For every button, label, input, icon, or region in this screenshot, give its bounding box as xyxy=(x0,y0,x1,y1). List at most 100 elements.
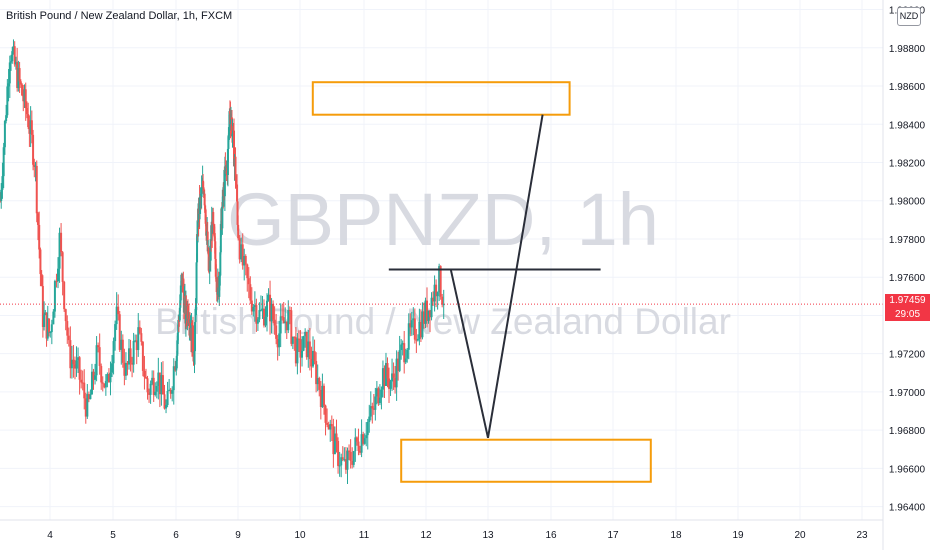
candle-body xyxy=(86,394,89,417)
candle-body xyxy=(407,323,410,350)
candle-body xyxy=(425,300,428,321)
candle-body xyxy=(249,284,252,301)
candle-body xyxy=(409,323,412,328)
candle-body xyxy=(218,275,221,297)
candle-body xyxy=(304,332,307,337)
candle-body xyxy=(72,359,75,365)
candle-body xyxy=(118,314,121,350)
candle-body xyxy=(197,208,200,237)
candle-body xyxy=(201,186,204,189)
candle-body xyxy=(160,375,163,395)
candle-body xyxy=(374,396,377,410)
x-tick-label: 23 xyxy=(856,530,868,541)
candle-body xyxy=(2,147,5,177)
candle-body xyxy=(388,378,391,389)
candle-body xyxy=(83,382,86,399)
candle-body xyxy=(231,133,234,137)
candle-body xyxy=(80,379,83,383)
candle-body xyxy=(337,441,340,466)
candle-body xyxy=(35,165,38,214)
candle-body xyxy=(224,165,227,172)
candle-body xyxy=(200,188,203,198)
candle-body xyxy=(115,306,118,325)
candles-layer xyxy=(0,39,445,485)
candle-body xyxy=(392,373,395,378)
candle-body xyxy=(141,341,144,371)
y-tick-label: 1.96600 xyxy=(889,464,926,475)
candle-body xyxy=(227,135,230,149)
candle-body xyxy=(69,340,72,369)
candle-body xyxy=(366,422,369,436)
candle-body xyxy=(204,209,207,224)
candle-body xyxy=(403,343,406,363)
candle-body xyxy=(221,206,224,229)
candle-body xyxy=(266,300,269,317)
candle-body xyxy=(92,371,95,380)
candle-body xyxy=(48,318,50,333)
candle-body xyxy=(297,338,300,340)
candle-body xyxy=(243,256,246,266)
candle-body xyxy=(195,262,198,304)
candle-body xyxy=(227,127,230,136)
candle-body xyxy=(27,114,30,128)
candle-body xyxy=(253,305,256,307)
x-tick-label: 19 xyxy=(732,530,744,541)
candle-body xyxy=(359,450,362,453)
candle-body xyxy=(332,426,335,455)
candle-body xyxy=(0,200,1,202)
candle-body xyxy=(191,325,194,353)
candle-body xyxy=(149,383,152,395)
candle-body xyxy=(214,258,217,277)
candle-body xyxy=(195,303,198,309)
candle-body xyxy=(175,355,178,362)
candle-body xyxy=(90,371,93,395)
candle-body xyxy=(45,312,48,339)
candle-body xyxy=(182,278,185,292)
candle-body xyxy=(111,363,114,373)
candle-body xyxy=(416,338,419,341)
candle-body xyxy=(61,252,64,282)
candle-body xyxy=(18,68,21,82)
candle-body xyxy=(406,349,409,359)
candle-body xyxy=(234,156,237,181)
candle-body xyxy=(230,117,233,137)
candle-body xyxy=(275,325,278,339)
currency-badge[interactable]: NZD xyxy=(897,7,921,26)
candle-body xyxy=(252,306,255,312)
candle-body xyxy=(202,187,205,195)
y-tick-label: 1.98200 xyxy=(889,159,926,170)
candle-body xyxy=(349,451,352,461)
candle-body xyxy=(124,362,127,376)
candle-body xyxy=(144,377,147,379)
candle-body xyxy=(369,406,372,417)
candle-body xyxy=(53,281,56,312)
candle-body xyxy=(178,320,181,322)
candle-body xyxy=(296,338,299,364)
x-tick-label: 4 xyxy=(47,530,53,541)
candle-body xyxy=(109,372,112,383)
candle-body xyxy=(171,390,174,394)
candle-body xyxy=(140,333,143,342)
candle-body xyxy=(7,83,10,87)
y-tick-label: 1.98000 xyxy=(889,197,926,208)
candle-body xyxy=(134,340,137,342)
candle-body xyxy=(258,310,261,320)
candle-body xyxy=(228,111,231,128)
x-tick-label: 11 xyxy=(359,530,370,541)
y-tick-label: 1.98800 xyxy=(889,44,926,55)
candle-body xyxy=(313,350,316,362)
candle-body xyxy=(278,333,281,348)
candle-body xyxy=(321,385,324,407)
candle-body xyxy=(100,366,103,383)
candle-body xyxy=(155,386,158,392)
candle-body xyxy=(66,321,69,336)
candle-body xyxy=(386,363,389,379)
candle-body xyxy=(400,344,403,350)
candle-body xyxy=(429,310,432,318)
candle-body xyxy=(290,310,293,344)
candle-body xyxy=(123,362,126,376)
candle-body xyxy=(259,309,262,311)
candle-body xyxy=(13,46,16,65)
